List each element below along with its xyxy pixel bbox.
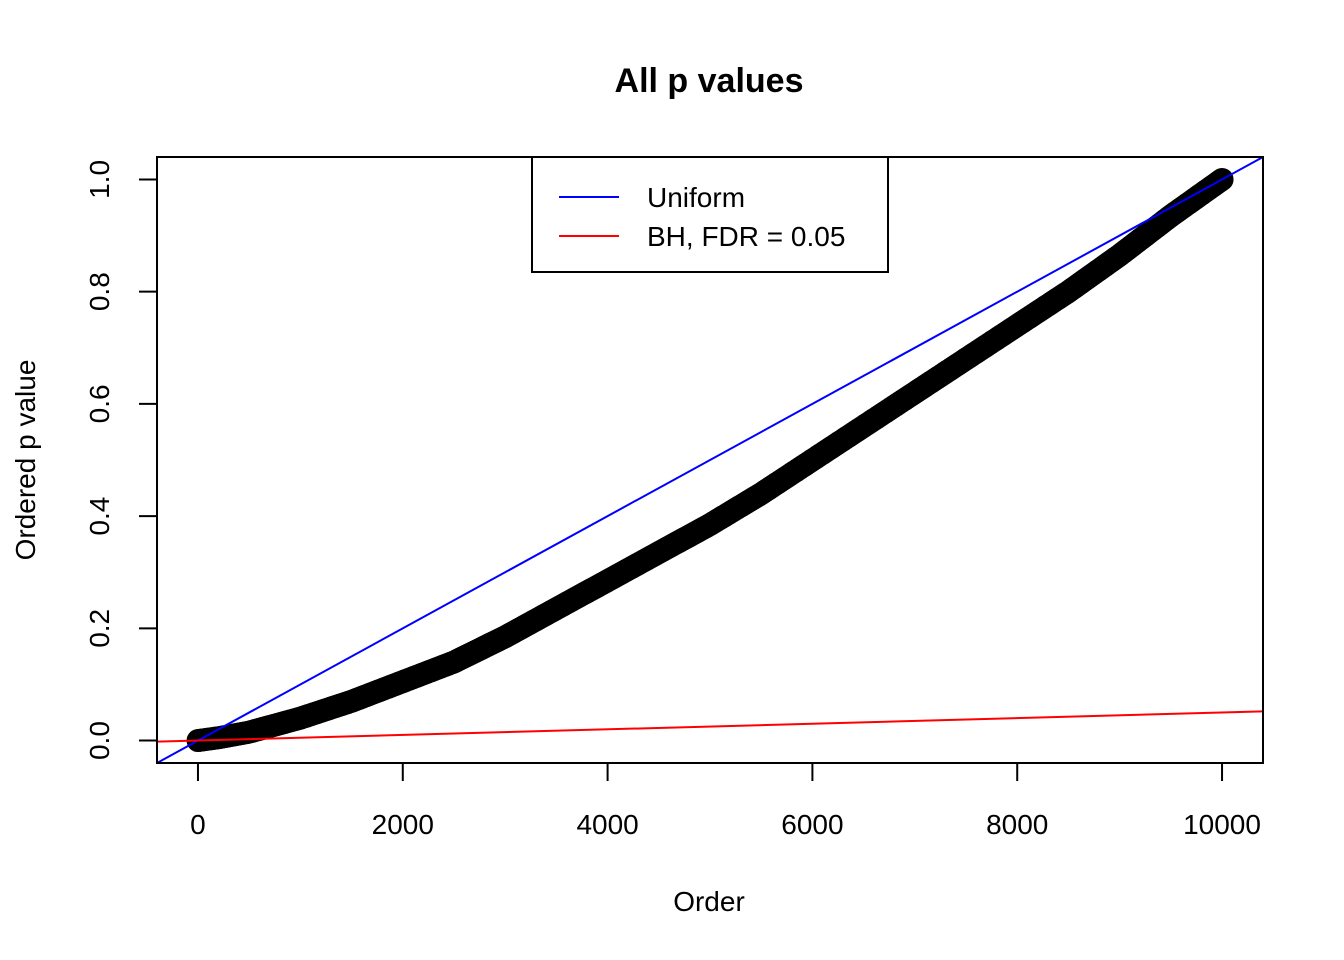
- y-axis-label: Ordered p value: [10, 360, 41, 561]
- x-tick-label: 0: [190, 809, 206, 840]
- legend-label: Uniform: [647, 182, 745, 213]
- y-tick-label: 0.2: [84, 609, 115, 648]
- legend-box: [531, 156, 889, 273]
- y-tick-label: 0.8: [84, 272, 115, 311]
- uniform-line: [157, 157, 1263, 763]
- y-tick-label: 1.0: [84, 160, 115, 199]
- x-tick-label: 4000: [576, 809, 638, 840]
- y-tick-label: 0.4: [84, 497, 115, 536]
- bh-fdr-line: [157, 710, 1263, 743]
- x-tick-label: 2000: [372, 809, 434, 840]
- chart-title: All p values: [615, 62, 804, 100]
- x-tick-label: 8000: [986, 809, 1048, 840]
- axes: 0 2000 4000 6000 8000 10000 0.0 0.2 0.4 0.6 0.8 1.0: [84, 156, 1264, 840]
- y-tick-label: 0.0: [84, 721, 115, 760]
- x-tick-label: 10000: [1183, 809, 1261, 840]
- x-axis-label: Order: [673, 886, 745, 917]
- plot-area: [157, 157, 1263, 763]
- x-tick-label: 6000: [781, 809, 843, 840]
- legend-label: BH, FDR = 0.05: [647, 221, 845, 252]
- data-points: [186, 167, 1234, 753]
- data-point: [1210, 167, 1234, 191]
- y-tick-label: 0.6: [84, 384, 115, 423]
- legend: Uniform BH, FDR = 0.05: [531, 156, 889, 273]
